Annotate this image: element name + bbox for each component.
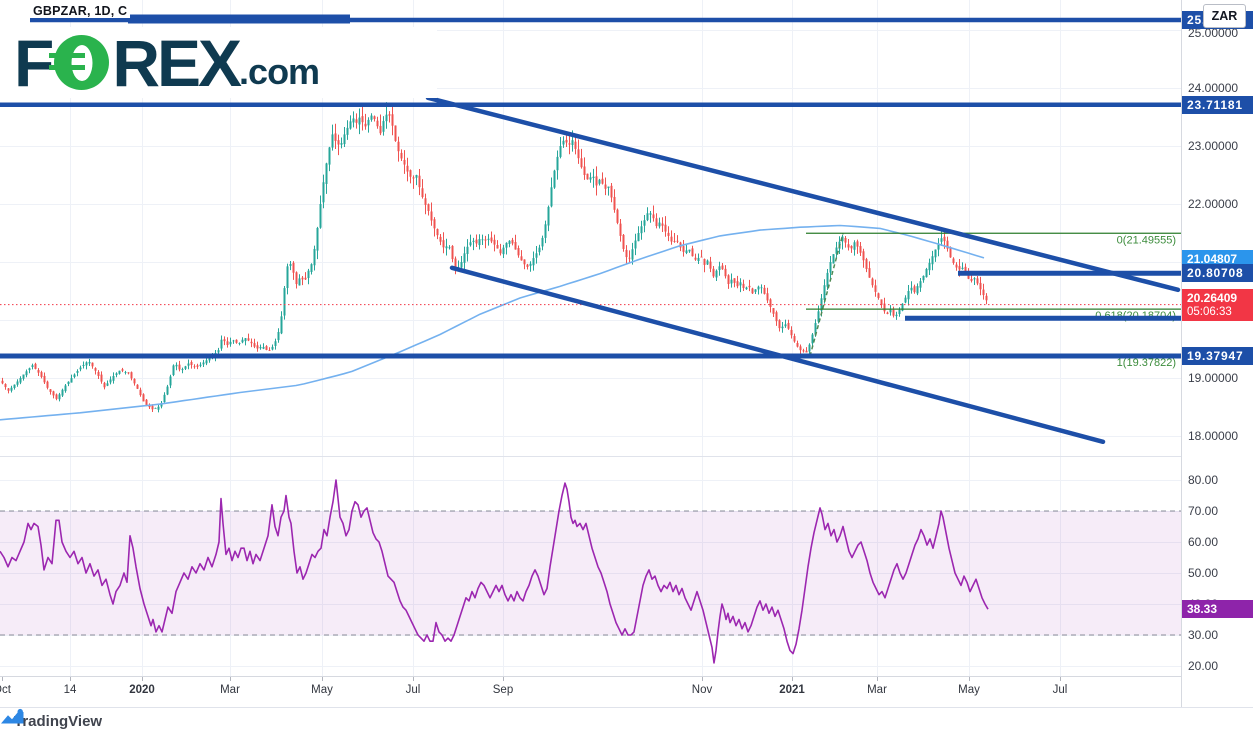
time-axis-label: Jul — [405, 684, 421, 696]
axis-chip-line-2080: 20.80708 — [1182, 264, 1253, 283]
time-axis-label: May — [311, 684, 333, 696]
time-axis-label: 2021 — [779, 684, 805, 696]
axis-chip-rsi-value: 38.33 — [1182, 600, 1253, 619]
candlestick-series — [1, 102, 988, 413]
rsi-axis-label: 60.00 — [1188, 535, 1219, 549]
legend-notch — [362, 6, 378, 17]
price-axis-label: 19.00000 — [1188, 371, 1239, 385]
time-axis-label: Jul — [1052, 684, 1068, 696]
axis-chip-support-1937: 19.37947 — [1182, 346, 1253, 365]
price-axis-label: 22.00000 — [1188, 197, 1239, 211]
time-tick-mark — [1060, 677, 1061, 681]
fib-base-dashed-line — [809, 233, 844, 357]
fib-level-label: 1(19.37822) — [1117, 357, 1176, 369]
time-axis-label: Mar — [867, 684, 887, 696]
rsi-axis-label: 20.00 — [1188, 659, 1219, 673]
rsi-axis-label: 50.00 — [1188, 566, 1219, 580]
time-axis-label: Oct — [0, 684, 11, 696]
forex-logo-rex: REX — [112, 25, 242, 100]
price-chart-canvas[interactable]: 0(21.49555)0.618(20.18704)1(19.37822) — [0, 0, 1181, 676]
price-axis-label: 25.00000 — [1188, 26, 1239, 40]
rsi-band — [0, 511, 1181, 635]
time-tick-mark — [413, 677, 414, 681]
rsi-axis-label: 70.00 — [1188, 504, 1219, 518]
time-tick-mark — [142, 677, 143, 681]
channel-trendline — [449, 265, 1106, 445]
forex-logo-text: F REX — [14, 25, 242, 100]
time-axis-label: Nov — [691, 684, 713, 696]
rsi-axis-label: 30.00 — [1188, 628, 1219, 642]
time-tick-mark — [969, 677, 970, 681]
time-tick-mark — [503, 677, 504, 681]
axis-chip-resistance-2371: 23.71181 — [1182, 95, 1253, 114]
time-axis-label: 14 — [63, 684, 77, 696]
time-tick-mark — [2, 677, 3, 681]
channel-trendline — [425, 95, 1181, 293]
axis-chip-last-price: 20.26409 05:06:33 — [1182, 288, 1253, 321]
time-tick-mark — [322, 677, 323, 681]
rsi-axis-label: 80.00 — [1188, 473, 1219, 487]
time-tick-mark — [70, 677, 71, 681]
footer-bar: TradingView — [0, 707, 1253, 735]
legend-covered-text — [128, 14, 350, 24]
time-axis[interactable]: Oct 14 2020 Mar May Jul Sep Nov 2021 Mar May Jul — [0, 676, 1253, 707]
forex-logo-o-icon — [49, 35, 110, 90]
forex-logo-f: F — [14, 25, 54, 100]
time-axis-label: Mar — [220, 684, 240, 696]
time-axis-label: Sep — [492, 684, 514, 696]
moving-average-line — [0, 224, 985, 421]
price-axis[interactable]: 25.00000 24.00000 23.00000 22.00000 19.00000… — [1181, 0, 1253, 707]
symbol-legend-background — [0, 0, 130, 18]
time-axis-label: May — [958, 684, 980, 696]
time-tick-mark — [230, 677, 231, 681]
price-axis-label: 24.00000 — [1188, 81, 1239, 95]
axis-chip-ma-value: 21.04807 — [1182, 250, 1253, 269]
time-tick-mark — [877, 677, 878, 681]
forex-logo-com: .com — [239, 51, 320, 92]
symbol-title[interactable]: GBPZAR, 1D, C — [33, 4, 128, 18]
time-axis-label: 2020 — [129, 684, 155, 696]
price-axis-label: 18.00000 — [1188, 429, 1239, 443]
currency-badge[interactable]: ZAR — [1203, 4, 1246, 28]
time-tick-mark — [702, 677, 703, 681]
tradingview-icon[interactable] — [0, 708, 25, 725]
forex-watermark: F REX .com — [0, 27, 437, 98]
rsi-line — [0, 479, 989, 664]
time-tick-mark — [792, 677, 793, 681]
tradingview-brand[interactable]: TradingView — [14, 713, 103, 730]
fib-level-label: 0(21.49555) — [1117, 234, 1176, 246]
price-axis-label: 23.00000 — [1188, 139, 1239, 153]
